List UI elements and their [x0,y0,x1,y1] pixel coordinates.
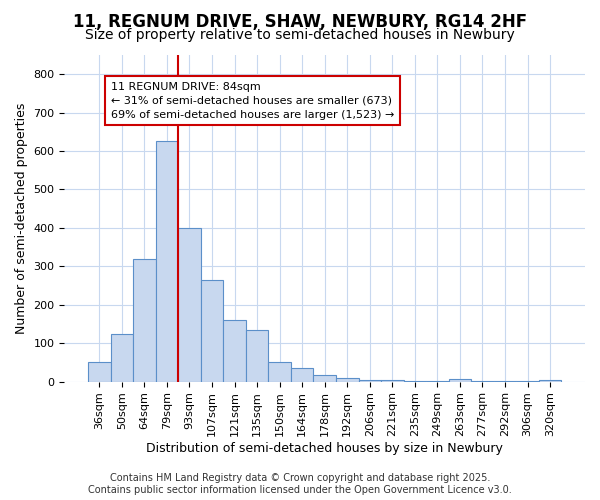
Bar [268,362,291,382]
Text: 11, REGNUM DRIVE, SHAW, NEWBURY, RG14 2HF: 11, REGNUM DRIVE, SHAW, NEWBURY, RG14 2H… [73,12,527,30]
Bar [201,280,223,382]
Text: Size of property relative to semi-detached houses in Newbury: Size of property relative to semi-detach… [85,28,515,42]
Bar [381,380,404,382]
Text: Contains HM Land Registry data © Crown copyright and database right 2025.
Contai: Contains HM Land Registry data © Crown c… [88,474,512,495]
Bar [336,378,359,382]
Bar [223,320,246,382]
Bar [404,381,426,382]
Bar [313,374,336,382]
Bar [178,228,201,382]
Bar [359,380,381,382]
Bar [291,368,313,382]
Bar [110,334,133,382]
Bar [449,379,471,382]
Bar [155,142,178,382]
Y-axis label: Number of semi-detached properties: Number of semi-detached properties [15,102,28,334]
Bar [133,258,155,382]
Bar [539,380,562,382]
Bar [246,330,268,382]
Bar [88,362,110,382]
Text: 11 REGNUM DRIVE: 84sqm
← 31% of semi-detached houses are smaller (673)
69% of se: 11 REGNUM DRIVE: 84sqm ← 31% of semi-det… [110,82,394,120]
X-axis label: Distribution of semi-detached houses by size in Newbury: Distribution of semi-detached houses by … [146,442,503,455]
